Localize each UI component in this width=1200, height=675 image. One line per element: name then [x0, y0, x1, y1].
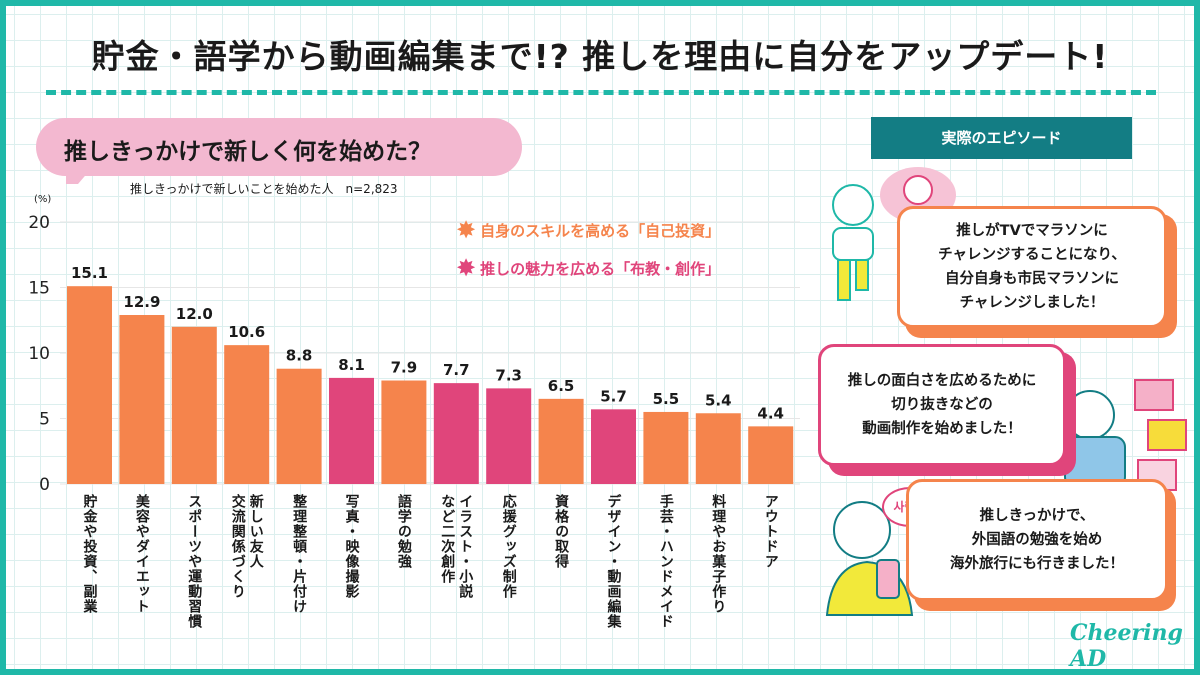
- data-label: 5.7: [600, 387, 627, 405]
- data-label: 12.0: [176, 305, 213, 323]
- runner-illustration: [832, 184, 874, 301]
- bar: [276, 368, 322, 484]
- legend-item-self-investment: ✸ 自身のスキルを高める「自己投資」: [456, 218, 720, 242]
- x-tick-label: 応援グッズ制作: [500, 494, 517, 599]
- x-tick-label: イラスト・小説 など二次創作: [439, 494, 474, 599]
- data-label: 7.9: [391, 359, 418, 377]
- legend-item-propagation: ✸ 推しの魅力を広める「布教・創作」: [456, 256, 720, 280]
- bar: [224, 345, 270, 484]
- x-tick-label: 手芸・ハンドメイド: [657, 494, 674, 629]
- x-tick-label: 整理整頓・片付け: [291, 494, 308, 614]
- episodes-header: 実際のエピソード: [871, 117, 1132, 159]
- bar: [643, 411, 689, 484]
- x-tick-label: アウトドア: [762, 494, 779, 569]
- dashed-divider: [46, 90, 1156, 95]
- x-tick-label: 写真・映像撮影: [343, 494, 360, 599]
- bar: [695, 413, 741, 484]
- bar: [381, 380, 427, 484]
- bar: [538, 398, 584, 484]
- bubble-tail: [66, 170, 90, 184]
- bar: [486, 388, 532, 484]
- x-tick-label: 資格の取得: [553, 494, 570, 569]
- y-tick-label: 20: [28, 213, 50, 233]
- y-tick-label: 10: [28, 344, 50, 364]
- bar: [433, 383, 479, 484]
- legend-label: 推しの魅力を広める「布教・創作」: [480, 259, 721, 278]
- y-axis-unit: (%): [34, 194, 52, 205]
- episode-card-2: 推しの面白さを広めるために 切り抜きなどの 動画制作を始めました！: [818, 344, 1066, 466]
- data-label: 7.3: [495, 366, 522, 384]
- x-tick-label: 料理やお菓子作り: [710, 494, 727, 614]
- y-tick-label: 15: [28, 279, 50, 299]
- episode-card-1: 推しがTVでマラソンに チャレンジすることになり、 自分自身も市民マラソンに チ…: [897, 206, 1167, 328]
- episode-card-3: 推しきっかけで、 外国語の勉強を始め 海外旅行にも行きました！: [906, 479, 1168, 601]
- x-tick-label: 美容やダイエット: [133, 494, 150, 614]
- bar: [67, 286, 112, 484]
- y-tick-label: 0: [39, 475, 50, 495]
- legend-label: 自身のスキルを高める「自己投資」: [480, 221, 721, 240]
- data-label: 4.4: [757, 404, 784, 422]
- data-label: 12.9: [123, 293, 160, 311]
- x-tick-label: デザイン・動画編集: [605, 494, 622, 629]
- data-label: 8.8: [286, 347, 313, 365]
- x-tick-label: 新しい友人 交流関係づくり: [229, 494, 264, 599]
- data-label: 6.5: [548, 377, 575, 395]
- bar: [329, 377, 374, 484]
- x-tick-label: 貯金や投資、副業: [81, 494, 98, 614]
- data-label: 5.5: [653, 390, 680, 408]
- data-label: 5.4: [705, 391, 732, 409]
- bar: [171, 326, 217, 484]
- x-tick-label: 語学の勉強: [395, 494, 412, 569]
- data-label: 7.7: [443, 361, 470, 379]
- cheeringad-logo: Cheering AD: [1070, 620, 1183, 672]
- student-illustration: [825, 501, 914, 616]
- x-tick-label: スポーツや運動習慣: [186, 494, 203, 629]
- star-icon: ✸: [456, 216, 477, 244]
- y-tick-label: 5: [39, 410, 50, 430]
- bar: [591, 409, 636, 484]
- data-label: 10.6: [228, 323, 265, 341]
- page-title: 貯金・語学から動画編集まで!? 推しを理由に自分をアップデート!: [91, 37, 1109, 76]
- bar: [748, 426, 794, 484]
- question-bubble: 推しきっかけで新しく何を始めた？: [36, 118, 522, 176]
- star-icon: ✸: [456, 254, 477, 282]
- data-label: 8.1: [338, 356, 365, 374]
- chart-subtitle: 推しきっかけで新しいことを始めた人 n=2,823: [130, 182, 398, 196]
- bar: [119, 315, 165, 484]
- data-label: 15.1: [71, 264, 108, 282]
